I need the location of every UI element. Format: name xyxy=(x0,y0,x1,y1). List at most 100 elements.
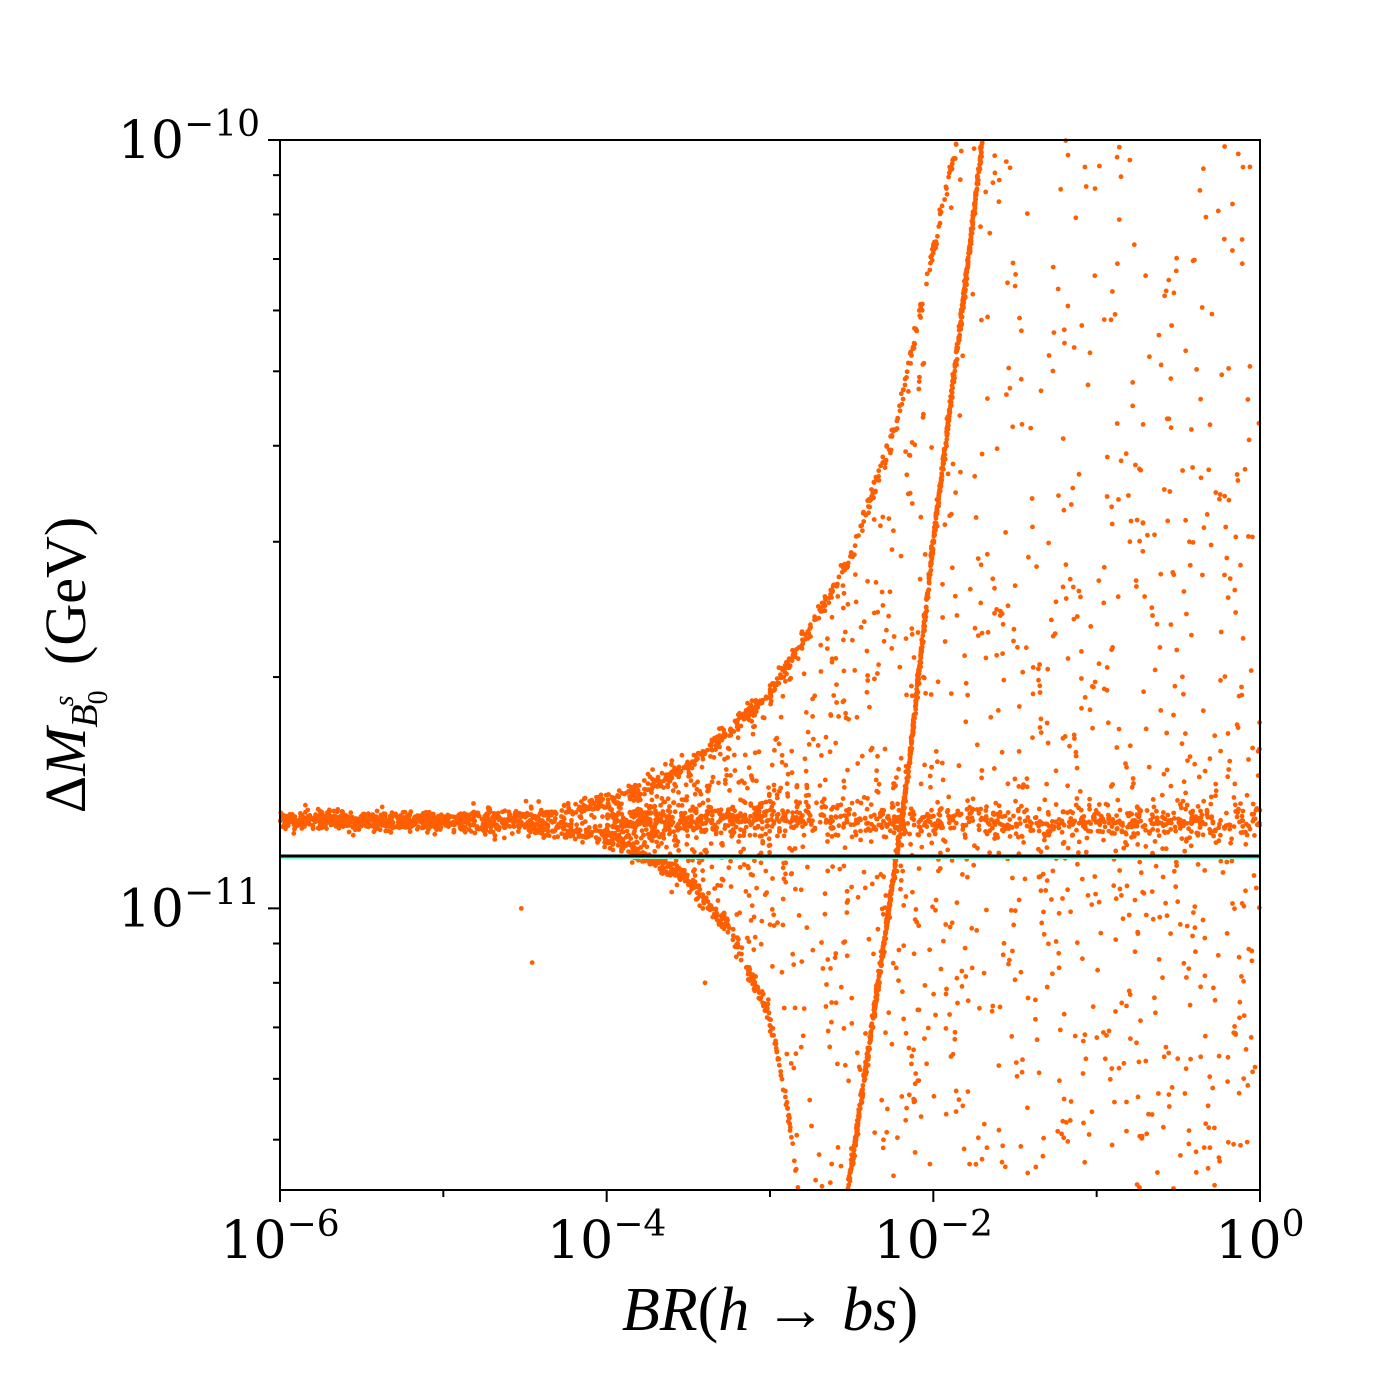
scatter-point xyxy=(1068,909,1073,915)
scatter-point xyxy=(920,639,926,645)
scatter-point xyxy=(1157,645,1163,650)
scatter-point xyxy=(996,199,1002,205)
scatter-point xyxy=(759,826,765,831)
scatter-point xyxy=(942,639,948,644)
scatter-point xyxy=(1162,830,1168,836)
scatter-point xyxy=(949,565,955,571)
scatter-point xyxy=(1151,821,1156,827)
scatter-point xyxy=(494,826,499,831)
scatter-point xyxy=(366,818,372,823)
scatter-point xyxy=(1101,317,1107,322)
scatter-point xyxy=(781,816,787,822)
scatter-point xyxy=(443,823,449,828)
scatter-point xyxy=(745,935,750,941)
scatter-point xyxy=(804,782,810,788)
scatter-point xyxy=(936,503,941,509)
scatter-point xyxy=(335,807,341,812)
scatter-point xyxy=(995,818,1000,824)
scatter-point xyxy=(1237,819,1242,825)
scatter-point xyxy=(921,360,927,366)
scatter-point xyxy=(1166,1092,1172,1097)
scatter-point xyxy=(790,810,795,816)
scatter-point xyxy=(861,519,867,524)
scatter-point xyxy=(1166,1104,1172,1109)
scatter-point xyxy=(858,837,863,843)
scatter-point xyxy=(908,746,914,752)
scatter-point xyxy=(967,1161,972,1167)
scatter-point xyxy=(676,790,681,795)
scatter-point xyxy=(854,1128,860,1134)
scatter-point xyxy=(1239,692,1245,698)
scatter-point xyxy=(1038,888,1044,894)
scatter-point xyxy=(717,811,723,817)
scatter-point xyxy=(1229,858,1235,864)
scatter-point xyxy=(1202,868,1208,873)
scatter-point xyxy=(679,752,685,758)
scatter-point xyxy=(1143,726,1149,732)
scatter-point xyxy=(700,800,706,806)
scatter-point xyxy=(874,768,880,774)
scatter-point xyxy=(800,641,806,646)
scatter-point xyxy=(600,814,605,819)
scatter-point xyxy=(915,695,921,700)
scatter-point xyxy=(1008,908,1014,913)
scatter-point xyxy=(1005,280,1010,286)
scatter-point xyxy=(806,631,812,636)
scatter-point xyxy=(793,886,798,892)
scatter-point xyxy=(922,983,928,988)
scatter-point xyxy=(1025,995,1031,1001)
scatter-point xyxy=(654,794,660,799)
scatter-point xyxy=(672,873,678,878)
scatter-point xyxy=(957,177,963,183)
scatter-point xyxy=(1243,841,1249,847)
scatter-point xyxy=(787,845,792,851)
scatter-point xyxy=(496,817,502,823)
scatter-point xyxy=(1147,831,1152,836)
scatter-point xyxy=(961,305,966,311)
scatter-point xyxy=(922,552,928,557)
scatter-point xyxy=(985,314,990,320)
scatter-point xyxy=(451,829,457,835)
scatter-point xyxy=(1092,679,1098,685)
scatter-point xyxy=(1203,821,1208,827)
scatter-point xyxy=(1189,811,1195,817)
scatter-point xyxy=(1169,323,1174,328)
scatter-point xyxy=(1220,870,1226,875)
scatter-point xyxy=(1112,312,1118,317)
scatter-point xyxy=(591,806,597,812)
scatter-point xyxy=(1010,875,1015,881)
scatter-point xyxy=(860,510,866,516)
scatter-point xyxy=(730,937,736,943)
scatter-point xyxy=(436,819,442,825)
scatter-point xyxy=(619,848,624,854)
scatter-point xyxy=(910,889,915,895)
scatter-point xyxy=(1067,576,1073,582)
scatter-point xyxy=(910,809,916,814)
scatter-point xyxy=(1019,421,1025,427)
scatter-point xyxy=(875,926,881,932)
scatter-point xyxy=(1190,540,1196,545)
scatter-point xyxy=(1011,922,1017,928)
scatter-point xyxy=(1199,305,1205,310)
scatter-point xyxy=(921,623,927,629)
scatter-point xyxy=(798,815,804,820)
scatter-point xyxy=(1207,1074,1213,1080)
scatter-point xyxy=(679,803,685,808)
scatter-point xyxy=(875,753,880,759)
scatter-point xyxy=(634,839,639,845)
scatter-point xyxy=(876,662,881,668)
scatter-point xyxy=(735,944,741,950)
scatter-point xyxy=(1160,975,1165,981)
scatter-point xyxy=(874,788,880,794)
scatter-point xyxy=(1007,957,1012,963)
scatter-point xyxy=(868,1037,873,1042)
scatter-point xyxy=(763,868,769,874)
scatter-point xyxy=(1146,1111,1151,1117)
scatter-point xyxy=(898,755,904,761)
scatter-point xyxy=(823,1004,829,1009)
scatter-point xyxy=(1017,816,1023,821)
scatter-point xyxy=(1059,1131,1064,1137)
scatter-point xyxy=(911,655,917,660)
scatter-point xyxy=(583,835,589,840)
scatter-point xyxy=(1000,651,1005,656)
